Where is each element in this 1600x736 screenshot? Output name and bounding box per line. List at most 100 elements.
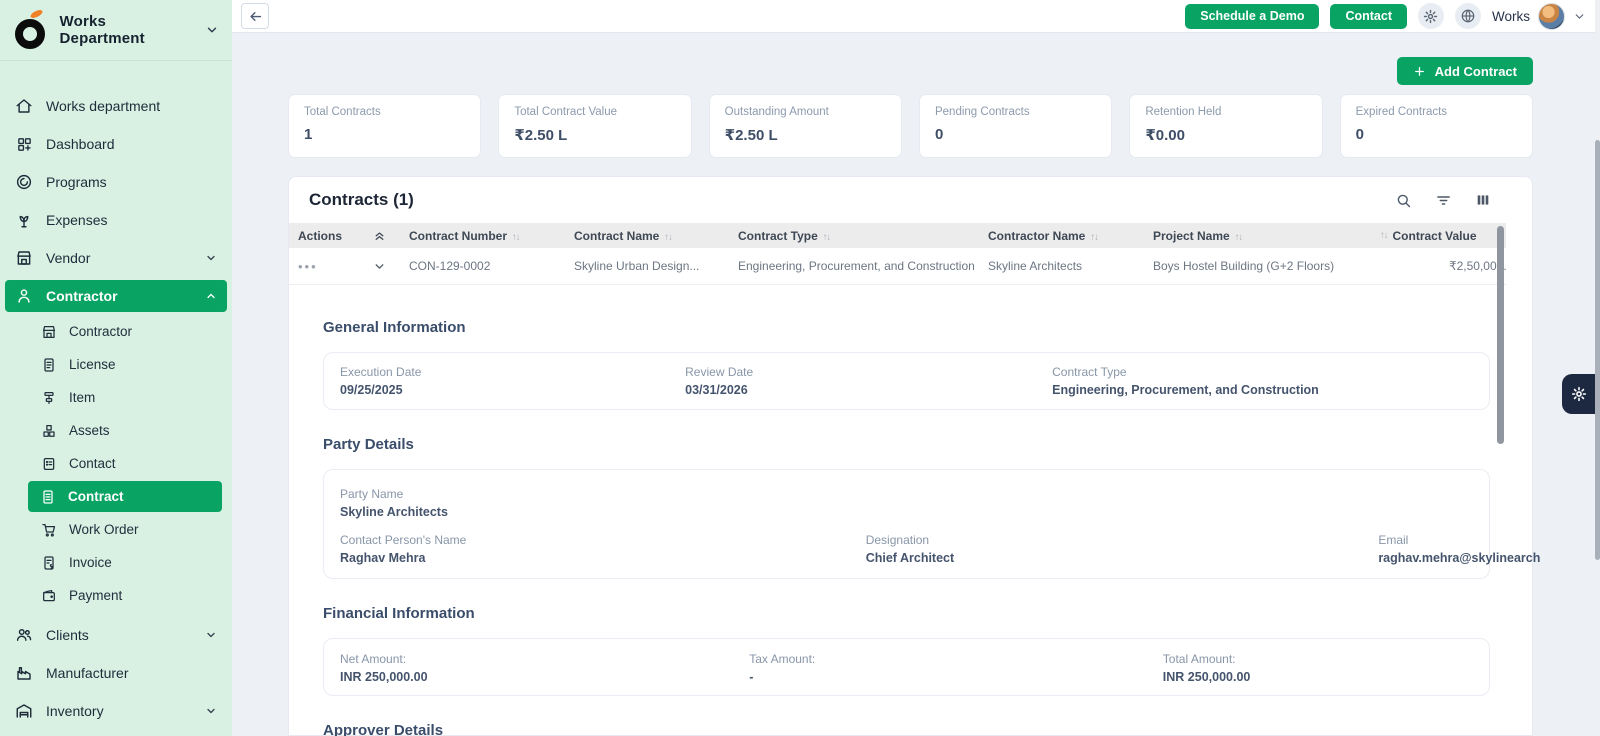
chevron-down-icon[interactable]: [205, 23, 219, 37]
home-icon: [15, 97, 33, 115]
column-header-contract-value[interactable]: Contract Value: [1368, 229, 1506, 243]
sidebar-item-label: Expenses: [46, 212, 108, 228]
sidebar-item-label: Vendor: [46, 250, 91, 266]
chevron-down-icon: [205, 629, 217, 641]
sidebar-subitem-payment[interactable]: Payment: [0, 579, 232, 612]
stat-value: 0: [934, 126, 944, 143]
factory-icon: [15, 664, 33, 682]
add-contract-button[interactable]: Add Contract: [1396, 57, 1533, 85]
brand[interactable]: Works Department: [0, 0, 232, 61]
sidebar-item-clients[interactable]: Clients: [0, 616, 232, 654]
topbar: Schedule a Demo Contact Works: [232, 0, 1600, 33]
back-button[interactable]: [241, 3, 269, 29]
sidebar-item-expenses[interactable]: Expenses: [0, 201, 232, 239]
column-header-contract-name[interactable]: Contract Name: [566, 229, 730, 243]
storefront-icon: [15, 249, 33, 267]
chevron-down-icon: [205, 705, 217, 717]
warehouse-icon: [15, 702, 33, 720]
columns-icon[interactable]: [1475, 192, 1491, 209]
contracts-card: Contracts (1): [288, 176, 1540, 736]
row-expand-chevron-icon[interactable]: [373, 260, 386, 273]
sidebar-subitem-item[interactable]: Item: [0, 381, 232, 414]
section-title-financial-information: Financial Information: [323, 605, 475, 622]
sidebar-item-label: Contract: [68, 489, 124, 504]
chevron-up-icon: [205, 290, 217, 302]
cell-contract-value: ₹2,50,000.00: [1448, 259, 1506, 273]
brand-name: Works Department: [59, 13, 145, 47]
contracts-title: Contracts (1): [309, 190, 414, 209]
sidebar-item-dashboard[interactable]: Dashboard: [0, 125, 232, 163]
schedule-demo-button[interactable]: Schedule a Demo: [1185, 3, 1320, 29]
sidebar-item-manufacturer[interactable]: Manufacturer: [0, 654, 232, 692]
sidebar-subitem-invoice[interactable]: Invoice: [0, 546, 232, 579]
row-actions-icon[interactable]: [298, 259, 318, 274]
sort-icon: [1090, 232, 1098, 243]
chevron-down-icon: [1573, 10, 1586, 23]
window-scrollbar-thumb[interactable]: [1595, 140, 1600, 560]
sidebar-item-works-department[interactable]: Works department: [0, 87, 232, 125]
section-title-general-information: General Information: [323, 319, 466, 336]
section-title-approver-details: Approver Details: [323, 722, 444, 736]
column-header-project-name[interactable]: Project Name: [1145, 229, 1368, 243]
sidebar-item-label: Inventory: [46, 703, 104, 719]
stat-label: Pending Contracts: [934, 106, 1030, 118]
field-execution-date: Execution Date 09/25/2025: [340, 365, 422, 397]
chevron-down-icon: [205, 252, 217, 264]
table-row[interactable]: CON-129-0002 Skyline Urban Design... Eng…: [289, 248, 1506, 285]
sidebar-item-label: Contact: [69, 456, 116, 471]
table-vertical-scrollbar[interactable]: [1497, 226, 1504, 444]
topbar-actions: Schedule a Demo Contact Works: [1185, 2, 1586, 30]
sidebar-subitem-contract[interactable]: Contract: [28, 481, 222, 512]
sidebar-subitem-contractor[interactable]: Contractor: [0, 315, 232, 348]
stat-card-total-contracts: Total Contracts 1: [288, 94, 482, 158]
column-header-contract-number[interactable]: Contract Number: [401, 229, 566, 243]
user-menu[interactable]: Works: [1492, 2, 1586, 30]
cell-contract-name: Skyline Urban Design...: [574, 259, 700, 273]
double-chevron-up-icon: [375, 232, 384, 240]
sidebar-subitem-contact[interactable]: Contact: [0, 447, 232, 480]
stat-label: Retention Held: [1145, 106, 1222, 118]
sort-icon: [664, 232, 672, 243]
sidebar-item-label: Item: [69, 390, 96, 405]
cubes-icon: [40, 422, 58, 440]
column-header-actions: Actions: [298, 228, 343, 243]
floating-settings-button[interactable]: [1562, 374, 1595, 414]
brand-logo-icon: [13, 8, 49, 49]
compass-icon: [15, 173, 33, 191]
cell-project-name: Boys Hostel Building (G+2 Floors): [1153, 259, 1335, 273]
sidebar-item-label: Invoice: [69, 555, 112, 570]
stat-card-total-contract-value: Total Contract Value ₹2.50 L: [498, 94, 692, 158]
sidebar-nav: Works department Dashboard Programs Expe…: [0, 61, 232, 730]
search-icon[interactable]: [1395, 192, 1412, 209]
column-header-contract-type[interactable]: Contract Type: [730, 229, 980, 243]
column-header-contractor-name[interactable]: Contractor Name: [980, 229, 1145, 243]
cell-contract-number: CON-129-0002: [409, 259, 491, 273]
sidebar-item-programs[interactable]: Programs: [0, 163, 232, 201]
language-globe-button[interactable]: [1454, 3, 1481, 29]
sidebar-item-vendor[interactable]: Vendor: [0, 239, 232, 277]
sidebar-item-inventory[interactable]: Inventory: [0, 692, 232, 730]
stat-value: 0: [1355, 126, 1364, 143]
sidebar-item-contractor[interactable]: Contractor: [5, 280, 227, 312]
stat-value: ₹0.00: [1145, 127, 1185, 144]
stat-label: Expired Contracts: [1355, 106, 1448, 118]
sort-icon: [512, 232, 520, 243]
field-contract-type: Contract Type Engineering, Procurement, …: [1052, 365, 1319, 397]
license-file-icon: [40, 356, 58, 374]
sidebar-subitem-work-order[interactable]: Work Order: [0, 513, 232, 546]
general-information-card: Execution Date 09/25/2025 Review Date 03…: [323, 352, 1490, 410]
stat-card-retention-held: Retention Held ₹0.00: [1129, 94, 1323, 158]
column-header-expand[interactable]: [358, 229, 401, 242]
sidebar-item-label: Clients: [46, 627, 89, 643]
stat-label: Total Contracts: [304, 106, 381, 118]
sidebar-subitem-license[interactable]: License: [0, 348, 232, 381]
contact-button[interactable]: Contact: [1330, 3, 1407, 29]
sidebar-subitem-assets[interactable]: Assets: [0, 414, 232, 447]
stat-value: ₹2.50 L: [514, 127, 568, 144]
contracts-card-header: Contracts (1): [289, 177, 1532, 223]
field-party-name: Party Name Skyline Architects: [340, 487, 448, 519]
arrow-left-icon: [249, 11, 261, 21]
filter-icon[interactable]: [1435, 192, 1452, 209]
settings-gear-button[interactable]: [1417, 3, 1444, 29]
